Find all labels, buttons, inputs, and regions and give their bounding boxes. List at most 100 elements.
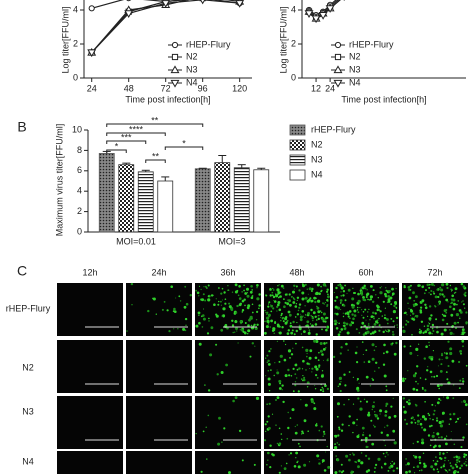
fluorescent-spot (396, 324, 398, 326)
fluorescent-spot (317, 317, 320, 321)
fluorescent-spot (406, 400, 409, 404)
fluorescent-spot (348, 424, 350, 427)
fluorescent-spot (409, 314, 412, 316)
fluorescent-spot (207, 389, 211, 392)
fluorescent-spot (432, 413, 435, 416)
fluorescent-spot (275, 399, 277, 401)
fluorescent-spot (327, 295, 330, 299)
fluorescent-spot (449, 329, 451, 331)
fluorescent-spot (356, 377, 359, 381)
fluorescent-spot (351, 470, 353, 473)
fluorescent-spot (342, 315, 345, 318)
fluorescent-spot (445, 356, 449, 360)
fluorescent-spot (334, 305, 338, 309)
fluorescent-spot (237, 342, 239, 344)
fluorescent-spot (276, 288, 280, 292)
fluorescent-spot (366, 330, 370, 334)
fluorescent-spot (182, 327, 186, 331)
bar (157, 180, 174, 233)
fluorescent-spot (415, 347, 419, 351)
fluorescent-spot (375, 463, 378, 466)
fluorescent-spot (319, 349, 323, 353)
fluorescent-spot (340, 346, 343, 349)
fluorescent-spot (234, 290, 238, 294)
fluorescent-spot (287, 368, 290, 372)
fluorescent-spot (244, 331, 247, 335)
fluorescent-spot (173, 328, 175, 330)
fluorescent-spot (334, 434, 338, 438)
fluorescent-spot (421, 299, 425, 302)
fluorescent-spot (304, 296, 308, 300)
fluorescent-spot (436, 432, 440, 436)
fluorescent-spot (311, 287, 314, 291)
fluorescent-spot (464, 291, 467, 294)
fluorescent-spot (340, 381, 342, 383)
fluorescent-spot (356, 309, 359, 311)
fluorescent-spot (445, 442, 448, 446)
fluorescent-spot (220, 328, 224, 332)
x-tick-label: 24 (87, 83, 97, 93)
fluorescent-spot (322, 430, 326, 433)
fluorescent-spot (365, 375, 369, 379)
fluorescent-spot (458, 460, 461, 463)
fluorescent-spot (367, 411, 370, 414)
fluorescent-spot (241, 291, 243, 293)
fluorescent-spot (244, 322, 247, 324)
fluorescent-spot (287, 349, 292, 353)
fluorescent-spot (452, 397, 455, 399)
fluorescent-spot (334, 471, 338, 474)
y-tick-label: 0 (291, 72, 296, 82)
fluorescent-spot (432, 418, 434, 421)
fluorescent-spot (428, 283, 431, 286)
fluorescent-spot (280, 319, 282, 322)
fluorescent-spot (207, 414, 210, 417)
fluorescent-spot (334, 446, 338, 450)
fluorescent-spot (388, 290, 391, 293)
fluorescent-spot (284, 301, 287, 304)
fluorescent-spot (432, 460, 435, 462)
fluorescent-spot (456, 461, 458, 464)
fluorescent-spot (263, 439, 267, 442)
fluorescent-spot (436, 460, 439, 463)
fluorescent-spot (369, 332, 373, 335)
fluorescent-spot (386, 302, 388, 304)
fluorescent-spot (266, 313, 268, 316)
fluorescent-spot (404, 378, 407, 380)
fluorescent-spot (258, 304, 261, 307)
fluorescent-spot (392, 397, 394, 399)
fluorescent-spot (277, 332, 280, 334)
fluorescent-spot (304, 316, 306, 318)
fluorescent-spot (293, 288, 295, 290)
fluorescent-spot (365, 445, 368, 449)
fluorescent-spot (412, 387, 416, 391)
fluorescent-spot (431, 332, 433, 335)
fluorescent-spot (281, 326, 284, 329)
fluorescent-spot (216, 373, 219, 376)
fluorescent-spot (465, 364, 468, 367)
fluorescent-spot (205, 426, 207, 428)
fluorescent-spot (361, 321, 365, 325)
fluorescent-spot (390, 464, 394, 468)
point (304, 10, 314, 18)
fluorescent-spot (238, 429, 242, 433)
fluorescent-spot (416, 365, 419, 368)
fluorescent-spot (265, 430, 267, 432)
fluorescent-spot (318, 462, 321, 465)
sig-label: **** (129, 124, 144, 134)
fluorescent-spot (315, 291, 319, 296)
fluorescent-spot (409, 345, 412, 348)
fluorescent-spot (185, 302, 189, 306)
micrograph (401, 339, 468, 393)
fluorescent-spot (386, 433, 389, 437)
fluorescent-spot (438, 387, 441, 390)
fluorescent-spot (241, 311, 244, 313)
fluorescent-spot (418, 461, 422, 465)
fluorescent-spot (326, 359, 329, 362)
fluorescent-spot (357, 397, 360, 400)
plot-area (304, 0, 345, 24)
fluorescent-spot (344, 284, 346, 287)
fluorescent-spot (445, 311, 448, 314)
fluorescent-spot (318, 459, 320, 460)
fluorescent-spot (424, 330, 428, 334)
fluorescent-spot (340, 302, 342, 304)
